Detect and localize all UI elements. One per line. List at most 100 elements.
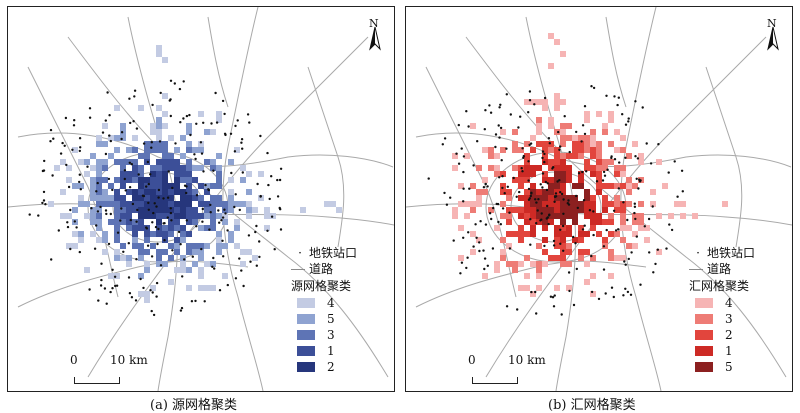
subway-station [111,287,114,290]
grid-cell [536,195,542,201]
subway-station [563,115,566,118]
subway-station [519,115,522,118]
subway-station [96,181,99,185]
grid-cell [524,165,530,171]
grid-cell [554,237,560,243]
grid-cell [60,213,66,219]
grid-cell [72,183,78,189]
legend-swatch [695,346,713,356]
subway-station [246,113,250,116]
subway-station [590,85,593,88]
grid-cell [126,147,132,153]
subway-station [174,142,177,145]
grid-cell [126,177,132,183]
grid-cell [602,195,608,201]
grid-cell [126,225,132,231]
subway-station [484,182,487,186]
grid-cell [608,201,614,207]
subway-station [221,99,225,103]
legend-classes: 4 3 2 1 5 [689,295,789,375]
subway-station [460,147,463,150]
grid-cell [596,147,602,153]
grid-cell [108,153,114,159]
grid-cell [174,207,180,213]
grid-cell [578,255,584,261]
grid-cell [530,99,536,105]
subway-station [465,266,468,270]
grid-cell [84,159,90,165]
grid-cell [572,153,578,159]
grid-cell [542,141,548,147]
grid-cell [210,261,216,267]
subway-station [602,245,606,248]
grid-cell [614,183,620,189]
legend-swatch [695,314,713,324]
subway-station [49,128,53,132]
grid-cell [548,189,554,195]
subway-station [547,222,550,226]
grid-cell [602,165,608,171]
grid-cell [138,177,144,183]
grid-cell [476,195,482,201]
grid-cell [144,153,150,159]
subway-station [506,185,509,188]
grid-cell [120,171,126,177]
grid-cell [246,171,252,177]
grid-cell [524,255,530,261]
subway-station [223,208,226,211]
grid-cell [138,243,144,249]
grid-cell [144,261,150,267]
grid-cell [90,189,96,195]
grid-cell [102,159,108,165]
road-line [87,36,369,378]
legend-class-row: 4 [689,295,789,311]
grid-cell [108,201,114,207]
grid-cell [150,171,156,177]
subway-station [133,95,136,98]
legend-class-label: 3 [725,312,733,326]
subway-station [668,223,671,226]
grid-cell [584,159,590,165]
subway-station [217,209,220,212]
subway-station [482,186,486,189]
grid-cell [156,177,162,183]
grid-cell [536,273,542,279]
grid-cell [210,195,216,201]
caption-source: (a) 源网格聚类 [150,398,238,413]
grid-cell [180,213,186,219]
road-line [485,36,767,378]
grid-cell [180,261,186,267]
grid-cell [500,255,506,261]
subway-station [572,303,576,307]
subway-station [529,194,532,198]
grid-cell [198,273,204,279]
grid-cell [560,195,566,201]
grid-cell [566,225,572,231]
subway-station [171,186,174,190]
grid-cell [210,207,216,213]
grid-cell [620,147,626,153]
grid-cell [186,189,192,195]
grid-cell [494,171,500,177]
subway-station [459,272,462,275]
subway-station [585,170,588,173]
grid-cell [590,153,596,159]
grid-cell [506,189,512,195]
subway-station [580,140,583,143]
grid-cell [536,213,542,219]
grid-cell [530,291,536,297]
grid-cell [234,219,240,225]
subway-station [42,199,46,202]
grid-cell [114,255,120,261]
grid-cell [530,231,536,237]
grid-cell [216,177,222,183]
subway-station [100,262,103,265]
subway-station [475,236,478,239]
subway-station [88,116,92,119]
subway-station [627,257,630,261]
subway-station [258,240,261,243]
subway-station [169,211,173,215]
subway-station [624,287,627,290]
subway-station [105,212,108,216]
grid-cell [180,135,186,141]
